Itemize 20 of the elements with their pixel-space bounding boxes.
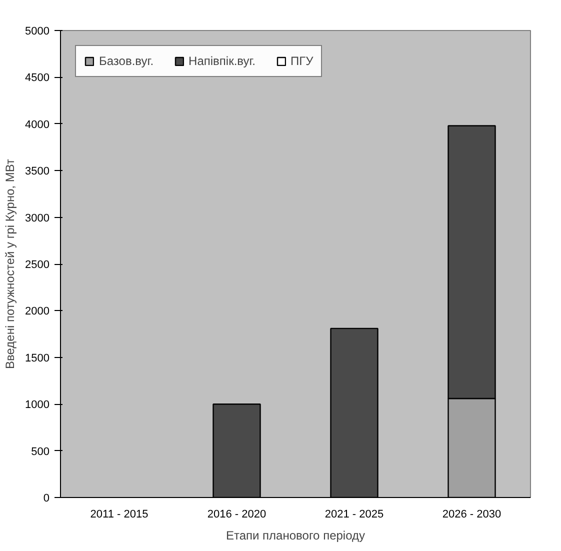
legend-label: Напівпік.вуг.	[188, 54, 256, 68]
y-tick-label: 1500	[25, 352, 50, 364]
y-tick-label: 5000	[25, 26, 50, 38]
y-tick-label: 1000	[25, 399, 50, 412]
y-tick-label: 2000	[25, 306, 50, 318]
y-tick-label: 3500	[25, 166, 50, 178]
y-tick-label: 2500	[25, 259, 50, 271]
x-tick-label: 2021 - 2025	[324, 508, 384, 520]
y-tick-label: 0	[43, 492, 50, 504]
y-tick-label: 500	[31, 446, 50, 458]
x-axis-title: Етапи планового періоду	[226, 528, 366, 542]
y-tick-label: 4000	[25, 118, 50, 131]
x-tick-label: 2016 - 2020	[207, 508, 266, 520]
y-tick-label: 3000	[25, 212, 50, 224]
legend-label: Базов.вуг.	[99, 54, 154, 68]
x-tick-label: 2026 - 2030	[442, 508, 502, 520]
legend-label: ПГУ	[290, 54, 314, 68]
x-tick-label: 2011 - 2015	[90, 508, 148, 520]
y-tick-label: 4500	[25, 72, 50, 84]
y-axis-title: Введені потужностей у грі Курно, МВт	[3, 158, 18, 370]
